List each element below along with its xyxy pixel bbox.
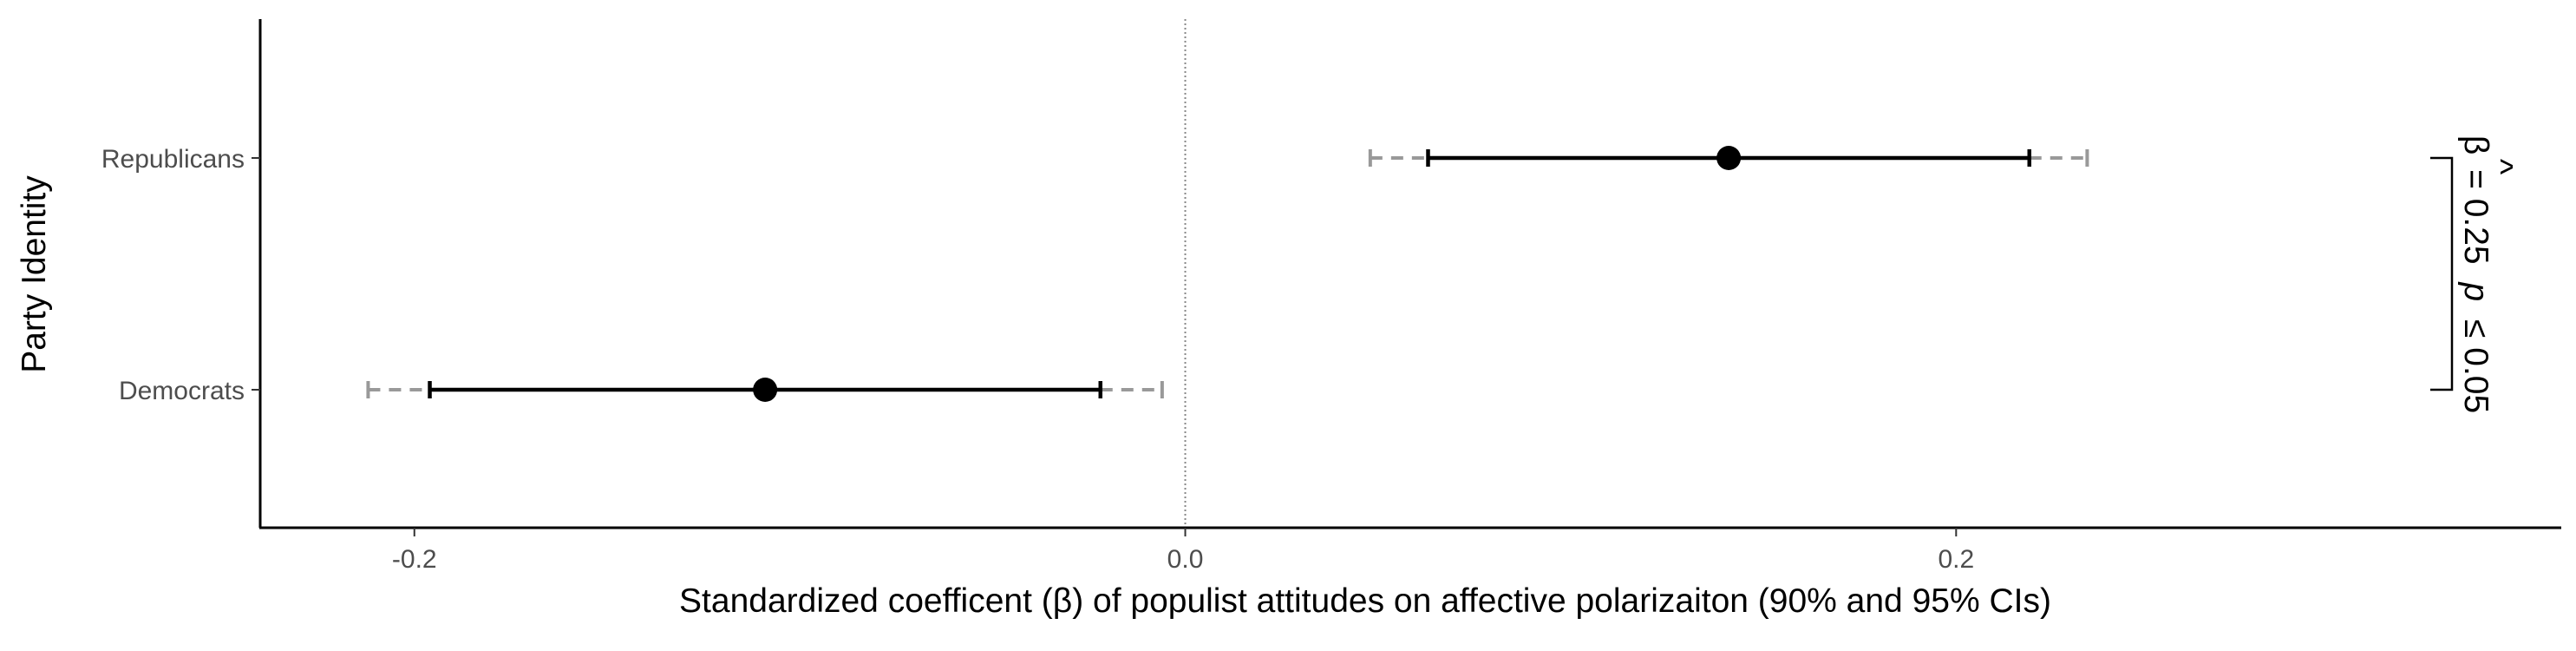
- x-axis-ticks: -0.2 0.0 0.2: [392, 528, 1974, 574]
- coefficient-marks: [366, 146, 2089, 402]
- y-tick-label: Republicans: [101, 145, 245, 174]
- p-symbol: p: [2457, 281, 2494, 301]
- x-tick-label: 0.0: [1167, 545, 1204, 574]
- beta-hat: ^: [2481, 159, 2519, 175]
- x-tick-label: -0.2: [392, 545, 437, 574]
- y-tick-label: Democrats: [119, 377, 245, 405]
- svg-text:β = 0.25 p ≤: β = 0.25 p ≤ 0.05: [2457, 135, 2494, 413]
- significance-annotation: β = 0.25 p ≤ 0.05: [2457, 135, 2494, 413]
- significance-bracket: [2430, 156, 2454, 391]
- x-axis-title: Standardized coefficent (β) of populist …: [679, 582, 2051, 620]
- x-tick-label: 0.2: [1938, 545, 1974, 574]
- y-axis-title: Party Identity: [16, 175, 53, 373]
- beta-symbol: β: [2457, 135, 2494, 155]
- point-estimate: [753, 378, 778, 402]
- svg-text:^: ^: [2481, 159, 2519, 175]
- point-estimate: [1716, 146, 1742, 170]
- p-threshold: ≤ 0.05: [2457, 319, 2494, 413]
- equals-value: = 0.25: [2457, 169, 2494, 265]
- y-axis-ticks: Republicans Democrats: [101, 145, 260, 405]
